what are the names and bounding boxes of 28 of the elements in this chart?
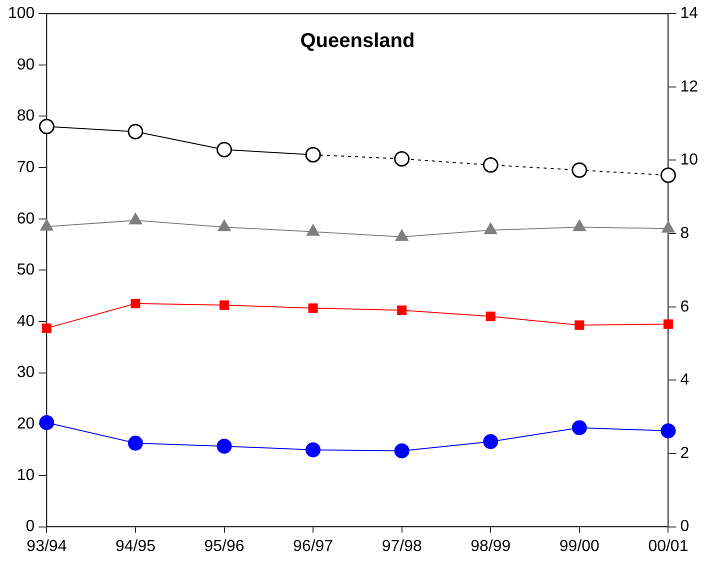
y-tick-label: 20 [16,416,35,433]
x-tick-label: 97/98 [382,538,422,555]
y2-tick-label: 14 [680,5,698,22]
x-tick-label: 93/94 [26,538,67,555]
y-tick-label: 70 [16,158,35,176]
y-tick-label: 100 [8,5,35,22]
y-tick-label: 30 [16,364,35,382]
y2-tick-label: 4 [680,372,690,389]
x-tick-label: 94/95 [115,538,156,555]
x-tick-label: 96/97 [293,538,334,555]
y2-tick-label: 10 [680,152,698,169]
y-tick-label: 50 [16,262,35,279]
text: Queensland [300,30,415,52]
y2-tick-label: 8 [680,224,690,242]
x-tick-label: 00/01 [648,538,688,555]
y2-tick-label: 0 [680,518,690,536]
y2-tick-label: 12 [680,78,698,96]
y-tick-label: 10 [16,466,35,484]
y-tick-label: 90 [16,56,35,74]
y2-tick-label: 2 [680,444,690,462]
y-tick-label: 60 [16,210,35,228]
x-tick-label: 98/99 [470,538,511,555]
y-tick-label: 0 [26,518,35,536]
x-tick-label: 99/00 [559,538,600,555]
y2-tick-label: 6 [680,298,690,316]
y-tick-label: 40 [16,312,35,330]
y-tick-label: 80 [16,108,35,125]
x-tick-label: 95/96 [204,538,244,555]
